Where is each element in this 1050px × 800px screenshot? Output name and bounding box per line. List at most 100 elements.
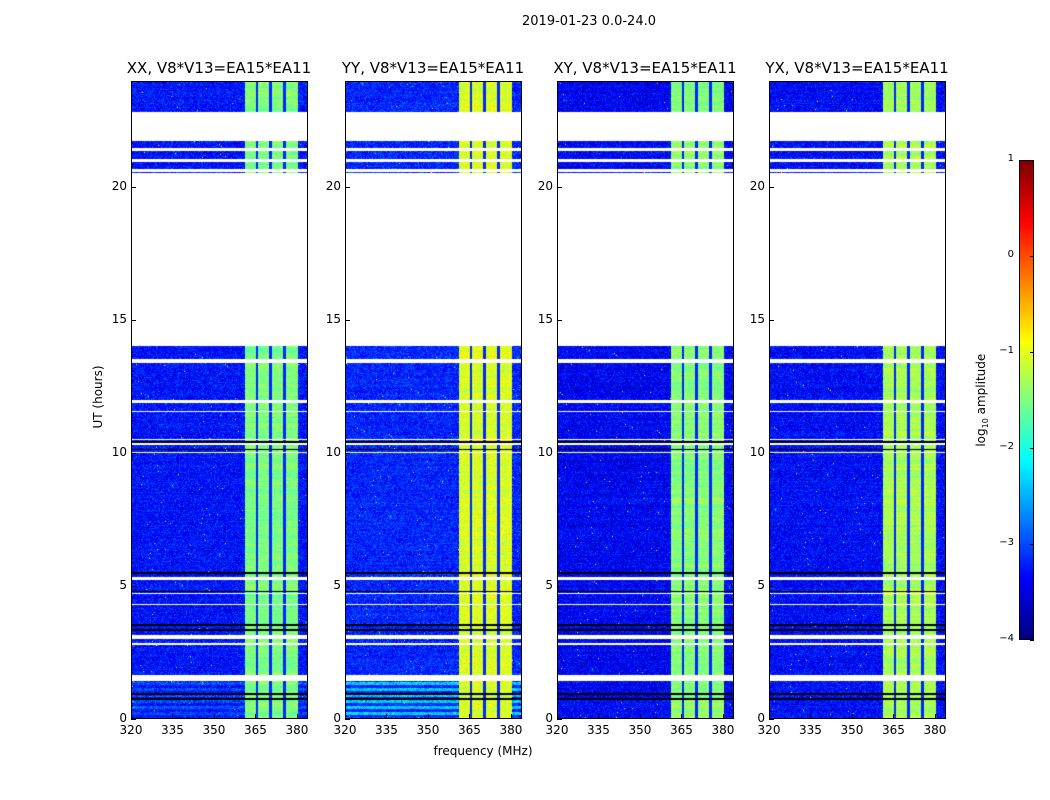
y-tick-label: 5: [757, 578, 765, 593]
y-tick-mark: [131, 453, 136, 455]
panel-title: YY, V8*V13=EA15*EA11: [341, 59, 525, 77]
x-tick-label: 320: [333, 723, 357, 737]
colorbar-tick-label: −2: [999, 441, 1014, 452]
x-tick-label: 365: [244, 723, 267, 737]
y-tick-mark: [769, 586, 774, 588]
x-tick-label: 365: [882, 723, 905, 737]
heatmap-image: [558, 82, 733, 718]
x-tick-mark: [213, 714, 215, 719]
x-tick-label: 380: [711, 723, 735, 737]
y-tick-label: 5: [545, 578, 553, 593]
panel-title: YX, V8*V13=EA15*EA11: [765, 59, 949, 77]
y-tick-label: 15: [537, 312, 553, 327]
x-tick-mark: [769, 714, 770, 719]
heatmap-panel: [131, 81, 308, 719]
y-axis-label: UT (hours): [91, 365, 105, 429]
heatmap-panel: [557, 81, 734, 719]
colorbar-tick-mark: [1030, 544, 1034, 545]
x-tick-mark: [386, 714, 388, 719]
x-tick-label: 320: [119, 723, 143, 737]
x-tick-mark: [427, 714, 429, 719]
y-tick-label: 20: [749, 179, 765, 194]
y-tick-label: 15: [325, 312, 341, 327]
y-tick-label: 5: [333, 578, 341, 593]
heatmap-image: [132, 82, 307, 718]
panel-title: XX, V8*V13=EA15*EA11: [126, 59, 312, 77]
y-tick-label: 10: [325, 445, 341, 460]
y-tick-label: 10: [749, 445, 765, 460]
x-tick-label: 335: [587, 723, 610, 737]
y-tick-mark: [557, 586, 562, 588]
x-tick-label: 350: [202, 723, 226, 737]
x-tick-label: 380: [285, 723, 309, 737]
x-tick-mark: [934, 714, 936, 719]
x-tick-label: 335: [375, 723, 398, 737]
x-tick-mark: [131, 714, 132, 719]
x-tick-mark: [722, 714, 724, 719]
y-tick-label: 20: [325, 179, 341, 194]
colorbar-tick-mark: [1030, 448, 1034, 449]
y-tick-label: 15: [749, 312, 765, 327]
x-tick-mark: [469, 714, 471, 719]
x-tick-label: 350: [840, 723, 864, 737]
x-tick-mark: [345, 714, 346, 719]
x-tick-mark: [639, 714, 641, 719]
x-tick-mark: [598, 714, 600, 719]
x-tick-label: 350: [416, 723, 440, 737]
y-tick-mark: [769, 719, 774, 720]
heatmap-image: [346, 82, 521, 718]
x-tick-label: 320: [757, 723, 781, 737]
y-tick-label: 0: [333, 711, 341, 725]
colorbar-tick-mark: [1030, 352, 1034, 353]
colorbar-tick-label: −3: [999, 537, 1014, 548]
y-tick-label: 20: [537, 179, 553, 194]
y-tick-mark: [345, 719, 350, 720]
colorbar-tick-mark: [1030, 160, 1034, 161]
colorbar-tick-label: 0: [1007, 249, 1014, 260]
colorbar-tick-mark: [1030, 256, 1034, 257]
x-tick-mark: [296, 714, 298, 719]
x-tick-mark: [810, 714, 812, 719]
y-tick-label: 15: [111, 312, 127, 327]
x-tick-label: 380: [499, 723, 523, 737]
x-tick-label: 335: [799, 723, 822, 737]
colorbar-tick-label: −1: [999, 345, 1014, 356]
y-tick-mark: [557, 719, 562, 720]
heatmap-panel: [345, 81, 522, 719]
x-tick-label: 365: [458, 723, 481, 737]
y-tick-mark: [557, 187, 562, 189]
y-tick-mark: [769, 187, 774, 189]
x-tick-label: 320: [545, 723, 569, 737]
y-tick-label: 20: [111, 179, 127, 194]
panel-title: XY, V8*V13=EA15*EA11: [553, 59, 737, 77]
x-tick-mark: [851, 714, 853, 719]
x-tick-label: 335: [161, 723, 184, 737]
x-tick-label: 350: [628, 723, 652, 737]
y-tick-label: 0: [545, 711, 553, 725]
y-tick-label: 10: [111, 445, 127, 460]
figure-title: 2019-01-23 0.0-24.0: [522, 14, 656, 29]
x-tick-mark: [681, 714, 683, 719]
y-tick-mark: [131, 187, 136, 189]
y-tick-label: 0: [119, 711, 127, 725]
y-tick-mark: [769, 453, 774, 455]
x-tick-mark: [893, 714, 895, 719]
colorbar: [1019, 160, 1034, 640]
x-tick-mark: [557, 714, 558, 719]
y-tick-label: 10: [537, 445, 553, 460]
y-tick-label: 0: [757, 711, 765, 725]
y-tick-mark: [131, 719, 136, 720]
colorbar-tick-mark: [1030, 640, 1034, 641]
colorbar-tick-label: 1: [1007, 153, 1014, 164]
heatmap-panel: [769, 81, 946, 719]
y-tick-label: 5: [119, 578, 127, 593]
y-tick-mark: [345, 586, 350, 588]
y-tick-mark: [557, 453, 562, 455]
y-tick-mark: [131, 586, 136, 588]
y-tick-mark: [557, 320, 562, 322]
x-tick-label: 380: [923, 723, 947, 737]
x-tick-mark: [172, 714, 174, 719]
y-tick-mark: [345, 453, 350, 455]
x-tick-mark: [255, 714, 257, 719]
y-tick-mark: [769, 320, 774, 322]
